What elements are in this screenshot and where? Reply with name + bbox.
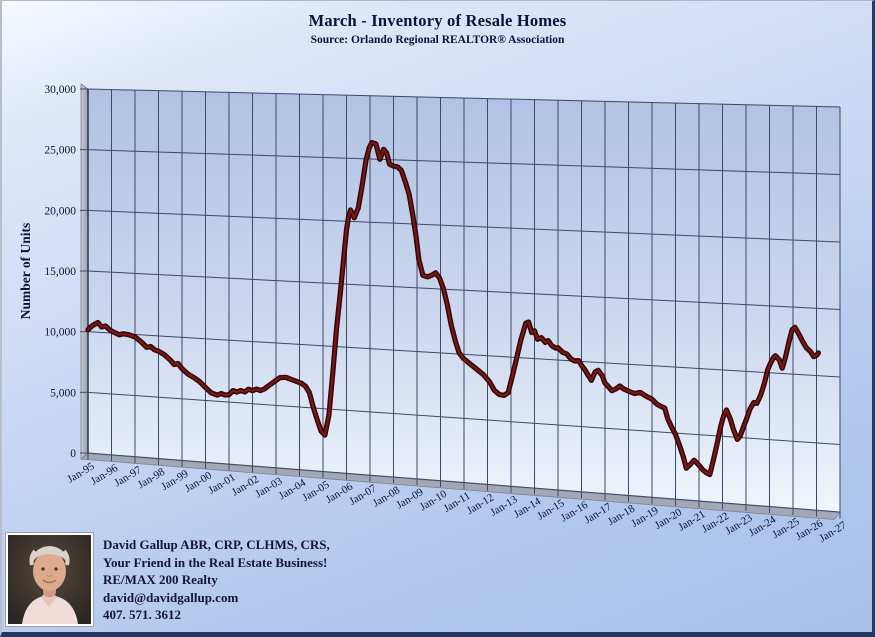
- contact-phone: 407. 571. 3612: [103, 607, 181, 622]
- y-axis-tick-label: 30,000: [44, 84, 76, 96]
- y-axis-tick-label: 20,000: [44, 205, 76, 217]
- chart-source-subtitle: Source: Orlando Regional REALTOR® Associ…: [310, 34, 565, 46]
- chart-header: March - Inventory of Resale Homes Source…: [0, 11, 875, 46]
- agent-photo-image: [8, 535, 91, 624]
- y-axis-tick-label: 10,000: [44, 327, 76, 339]
- y-axis-tick-label: 0: [70, 448, 76, 460]
- contact-block: David Gallup ABR, CRP, CLHMS, CRS, Your …: [103, 536, 503, 624]
- agent-photo: [5, 532, 94, 627]
- y-axis-tick-label: 15,000: [44, 266, 76, 278]
- y-axis-labels: 0 5,000 10,000 15,000 20,000 25,000 30,000: [44, 84, 76, 460]
- contact-tagline: Your Friend in the Real Estate Business!: [103, 554, 328, 570]
- chart-title: March - Inventory of Resale Homes: [308, 11, 567, 30]
- contact-email: david@davidgallup.com: [103, 589, 239, 605]
- contact-brokerage: RE/MAX 200 Realty: [103, 572, 218, 587]
- inventory-series-line: [86, 141, 820, 476]
- y-axis-title: Number of Units: [18, 223, 33, 320]
- y-axis-tick-label: 5,000: [50, 387, 76, 399]
- y-axis-tick-label: 25,000: [44, 145, 76, 157]
- gridlines: [80, 88, 841, 519]
- contact-name-credentials: David Gallup ABR, CRP, CLHMS, CRS,: [103, 537, 330, 552]
